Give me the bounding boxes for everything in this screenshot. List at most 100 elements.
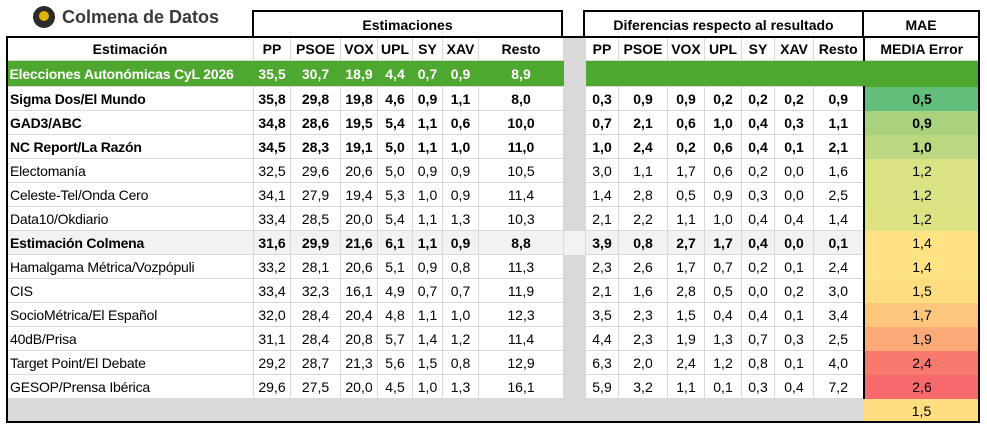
estimate-value: 5,7 [377, 326, 413, 351]
estimate-value: 20,0 [340, 374, 378, 399]
result-value: 35,5 [253, 60, 291, 87]
column-header-diff-sy: SY [741, 36, 775, 61]
mae-value: 1,9 [862, 326, 980, 351]
estimate-value: 1,1 [412, 134, 443, 159]
estimate-value: 11,4 [478, 326, 564, 351]
result-value: 0,7 [412, 60, 443, 87]
estimate-value: 19,4 [340, 182, 378, 207]
result-empty [813, 60, 864, 87]
difference-value: 1,5 [667, 302, 705, 327]
difference-value: 0,1 [813, 230, 864, 255]
table-row: GAD3/ABC 34,8 28,6 19,5 5,4 1,1 0,6 10,0 0,7 2,1 0… [6, 110, 980, 135]
result-value: 0,9 [442, 60, 479, 87]
estimate-value: 12,3 [478, 302, 564, 327]
result-empty [618, 60, 668, 87]
difference-value: 2,2 [618, 206, 668, 231]
difference-value: 0,4 [741, 206, 775, 231]
gap-column [563, 158, 586, 183]
estimate-value: 21,6 [340, 230, 378, 255]
mae-value: 1,4 [862, 230, 980, 255]
result-row: Elecciones Autonómicas CyL 2026 35,5 30,7 1… [6, 60, 980, 87]
difference-value: 0,5 [667, 182, 705, 207]
gap-column [563, 350, 586, 375]
table-row: Target Point/El Debate 29,2 28,7 21,3 5,6 1,5… [6, 350, 980, 375]
difference-value: 7,2 [813, 374, 864, 399]
mae-label: MAE [905, 16, 937, 33]
estimate-value: 21,3 [340, 350, 378, 375]
column-header-diff-xav: XAV [774, 36, 814, 61]
difference-value: 2,6 [618, 254, 668, 279]
difference-value: 2,3 [618, 302, 668, 327]
estimate-value: 1,3 [442, 374, 479, 399]
gap-column [563, 36, 586, 61]
difference-value: 0,4 [741, 302, 775, 327]
group-header-estimaciones: Estimaciones [252, 10, 563, 37]
column-header-est-psoe: PSOE [290, 36, 341, 61]
gap-column [563, 254, 586, 279]
mae-value: 1,7 [862, 302, 980, 327]
difference-value: 0,3 [585, 86, 619, 111]
result-empty [585, 60, 619, 87]
difference-value: 0,3 [741, 374, 775, 399]
estimate-value: 1,0 [442, 134, 479, 159]
difference-value: 0,7 [704, 254, 742, 279]
polls-table: Estimación PP PSOE VOX UPL SY XAV Resto PP PSOE VO… [6, 36, 980, 423]
brand: Colmena de Datos [33, 6, 219, 28]
difference-value: 0,3 [774, 110, 814, 135]
difference-value: 0,6 [667, 110, 705, 135]
difference-value: 2,0 [618, 350, 668, 375]
difference-value: 1,1 [813, 110, 864, 135]
difference-value: 0,9 [667, 86, 705, 111]
brand-name: Colmena de Datos [62, 6, 220, 27]
mae-value: 0,9 [862, 110, 980, 135]
estimate-value: 28,5 [290, 206, 341, 231]
pollster-name: NC Report/La Razón [6, 134, 254, 159]
difference-value: 0,6 [704, 134, 742, 159]
estimate-value: 31,6 [253, 230, 291, 255]
difference-value: 1,6 [618, 278, 668, 303]
difference-value: 0,4 [741, 230, 775, 255]
estimate-value: 1,1 [412, 110, 443, 135]
difference-value: 1,7 [704, 230, 742, 255]
estimate-value: 29,2 [253, 350, 291, 375]
gap-column [563, 134, 586, 159]
table-row: Celeste-Tel/Onda Cero 34,1 27,9 19,4 5,3 1,0 0… [6, 182, 980, 207]
difference-value: 3,5 [585, 302, 619, 327]
estimate-value: 32,5 [253, 158, 291, 183]
difference-value: 0,4 [774, 206, 814, 231]
mae-value: 1,2 [862, 182, 980, 207]
estimate-value: 33,2 [253, 254, 291, 279]
pollster-name: Sigma Dos/El Mundo [6, 86, 254, 111]
estimate-value: 6,1 [377, 230, 413, 255]
difference-value: 0,2 [774, 278, 814, 303]
pollster-name: CIS [6, 278, 254, 303]
estimate-value: 16,1 [340, 278, 378, 303]
mae-value: 2,4 [862, 350, 980, 375]
estimate-value: 5,3 [377, 182, 413, 207]
estimate-value: 33,4 [253, 278, 291, 303]
column-header-est-resto: Resto [478, 36, 564, 61]
estimate-value: 19,5 [340, 110, 378, 135]
difference-value: 2,1 [813, 134, 864, 159]
pollster-name: GESOP/Prensa Ibérica [6, 374, 254, 399]
gap-column [563, 206, 586, 231]
estimate-value: 28,7 [290, 350, 341, 375]
result-value: 30,7 [290, 60, 341, 87]
difference-value: 0,4 [741, 134, 775, 159]
pollster-name: Hamalgama Métrica/Vozpópuli [6, 254, 254, 279]
difference-value: 0,1 [774, 302, 814, 327]
estimate-value: 8,0 [478, 86, 564, 111]
table-row: Estimación Colmena 31,6 29,9 21,6 6,1 1,1 0,9 8… [6, 230, 980, 255]
difference-value: 3,0 [813, 278, 864, 303]
difference-value: 1,4 [813, 206, 864, 231]
estimate-value: 1,0 [412, 182, 443, 207]
estimate-value: 5,0 [377, 158, 413, 183]
gap-column [563, 110, 586, 135]
result-value: 18,9 [340, 60, 378, 87]
estimate-value: 0,7 [442, 278, 479, 303]
table-row: NC Report/La Razón 34,5 28,3 19,1 5,0 1,1 1,0 1… [6, 134, 980, 159]
estimate-value: 1,1 [412, 206, 443, 231]
column-header-diff-pp: PP [585, 36, 619, 61]
estimate-value: 28,6 [290, 110, 341, 135]
table-row: Electomanía 32,5 29,6 20,6 5,0 0,9 0,9 10,5 3,0 1… [6, 158, 980, 183]
